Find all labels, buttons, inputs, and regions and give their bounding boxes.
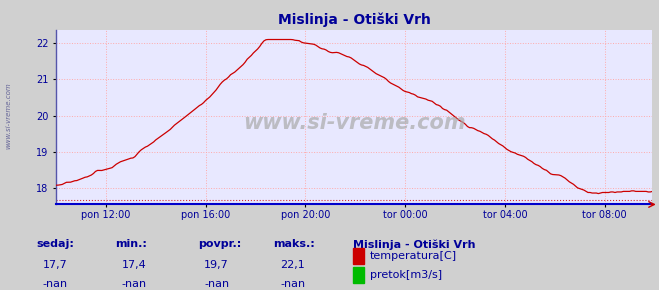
Text: povpr.:: povpr.: — [198, 239, 241, 249]
Text: Mislinja - Otiški Vrh: Mislinja - Otiški Vrh — [353, 239, 475, 250]
Text: 17,4: 17,4 — [122, 260, 147, 269]
Text: 19,7: 19,7 — [204, 260, 229, 269]
Text: -nan: -nan — [204, 279, 229, 289]
Text: temperatura[C]: temperatura[C] — [370, 251, 457, 261]
Text: 22,1: 22,1 — [280, 260, 305, 269]
Text: 17,7: 17,7 — [43, 260, 68, 269]
Text: www.si-vreme.com: www.si-vreme.com — [243, 113, 465, 133]
Text: -nan: -nan — [43, 279, 68, 289]
Text: min.:: min.: — [115, 239, 147, 249]
Text: -nan: -nan — [280, 279, 305, 289]
Text: www.si-vreme.com: www.si-vreme.com — [5, 83, 11, 149]
Text: sedaj:: sedaj: — [36, 239, 74, 249]
Title: Mislinja - Otiški Vrh: Mislinja - Otiški Vrh — [278, 12, 430, 26]
Text: pretok[m3/s]: pretok[m3/s] — [370, 270, 442, 280]
Text: -nan: -nan — [122, 279, 147, 289]
Text: maks.:: maks.: — [273, 239, 315, 249]
